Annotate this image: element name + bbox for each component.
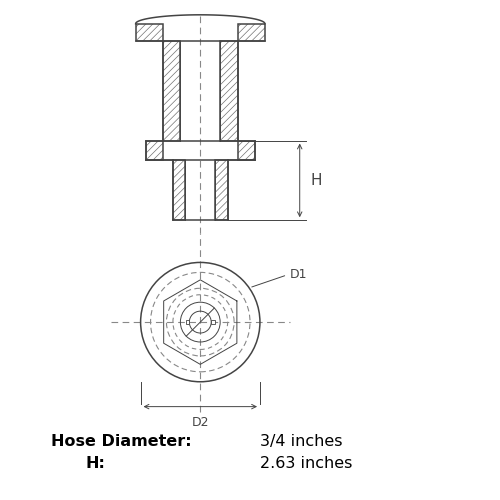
Text: Hose Diameter:: Hose Diameter: xyxy=(51,434,192,449)
Text: D2: D2 xyxy=(192,416,209,428)
Polygon shape xyxy=(220,41,238,140)
Polygon shape xyxy=(238,140,255,160)
Text: 2.63 inches: 2.63 inches xyxy=(260,456,352,471)
Bar xyxy=(186,320,190,324)
Polygon shape xyxy=(136,24,163,41)
Polygon shape xyxy=(146,140,163,160)
Text: 3/4 inches: 3/4 inches xyxy=(260,434,342,449)
Text: D1: D1 xyxy=(290,268,308,281)
Polygon shape xyxy=(173,160,186,220)
Text: H: H xyxy=(310,173,322,188)
Bar xyxy=(211,320,214,324)
Polygon shape xyxy=(163,41,180,140)
Text: H:: H: xyxy=(86,456,106,471)
Polygon shape xyxy=(238,24,265,41)
Polygon shape xyxy=(215,160,228,220)
